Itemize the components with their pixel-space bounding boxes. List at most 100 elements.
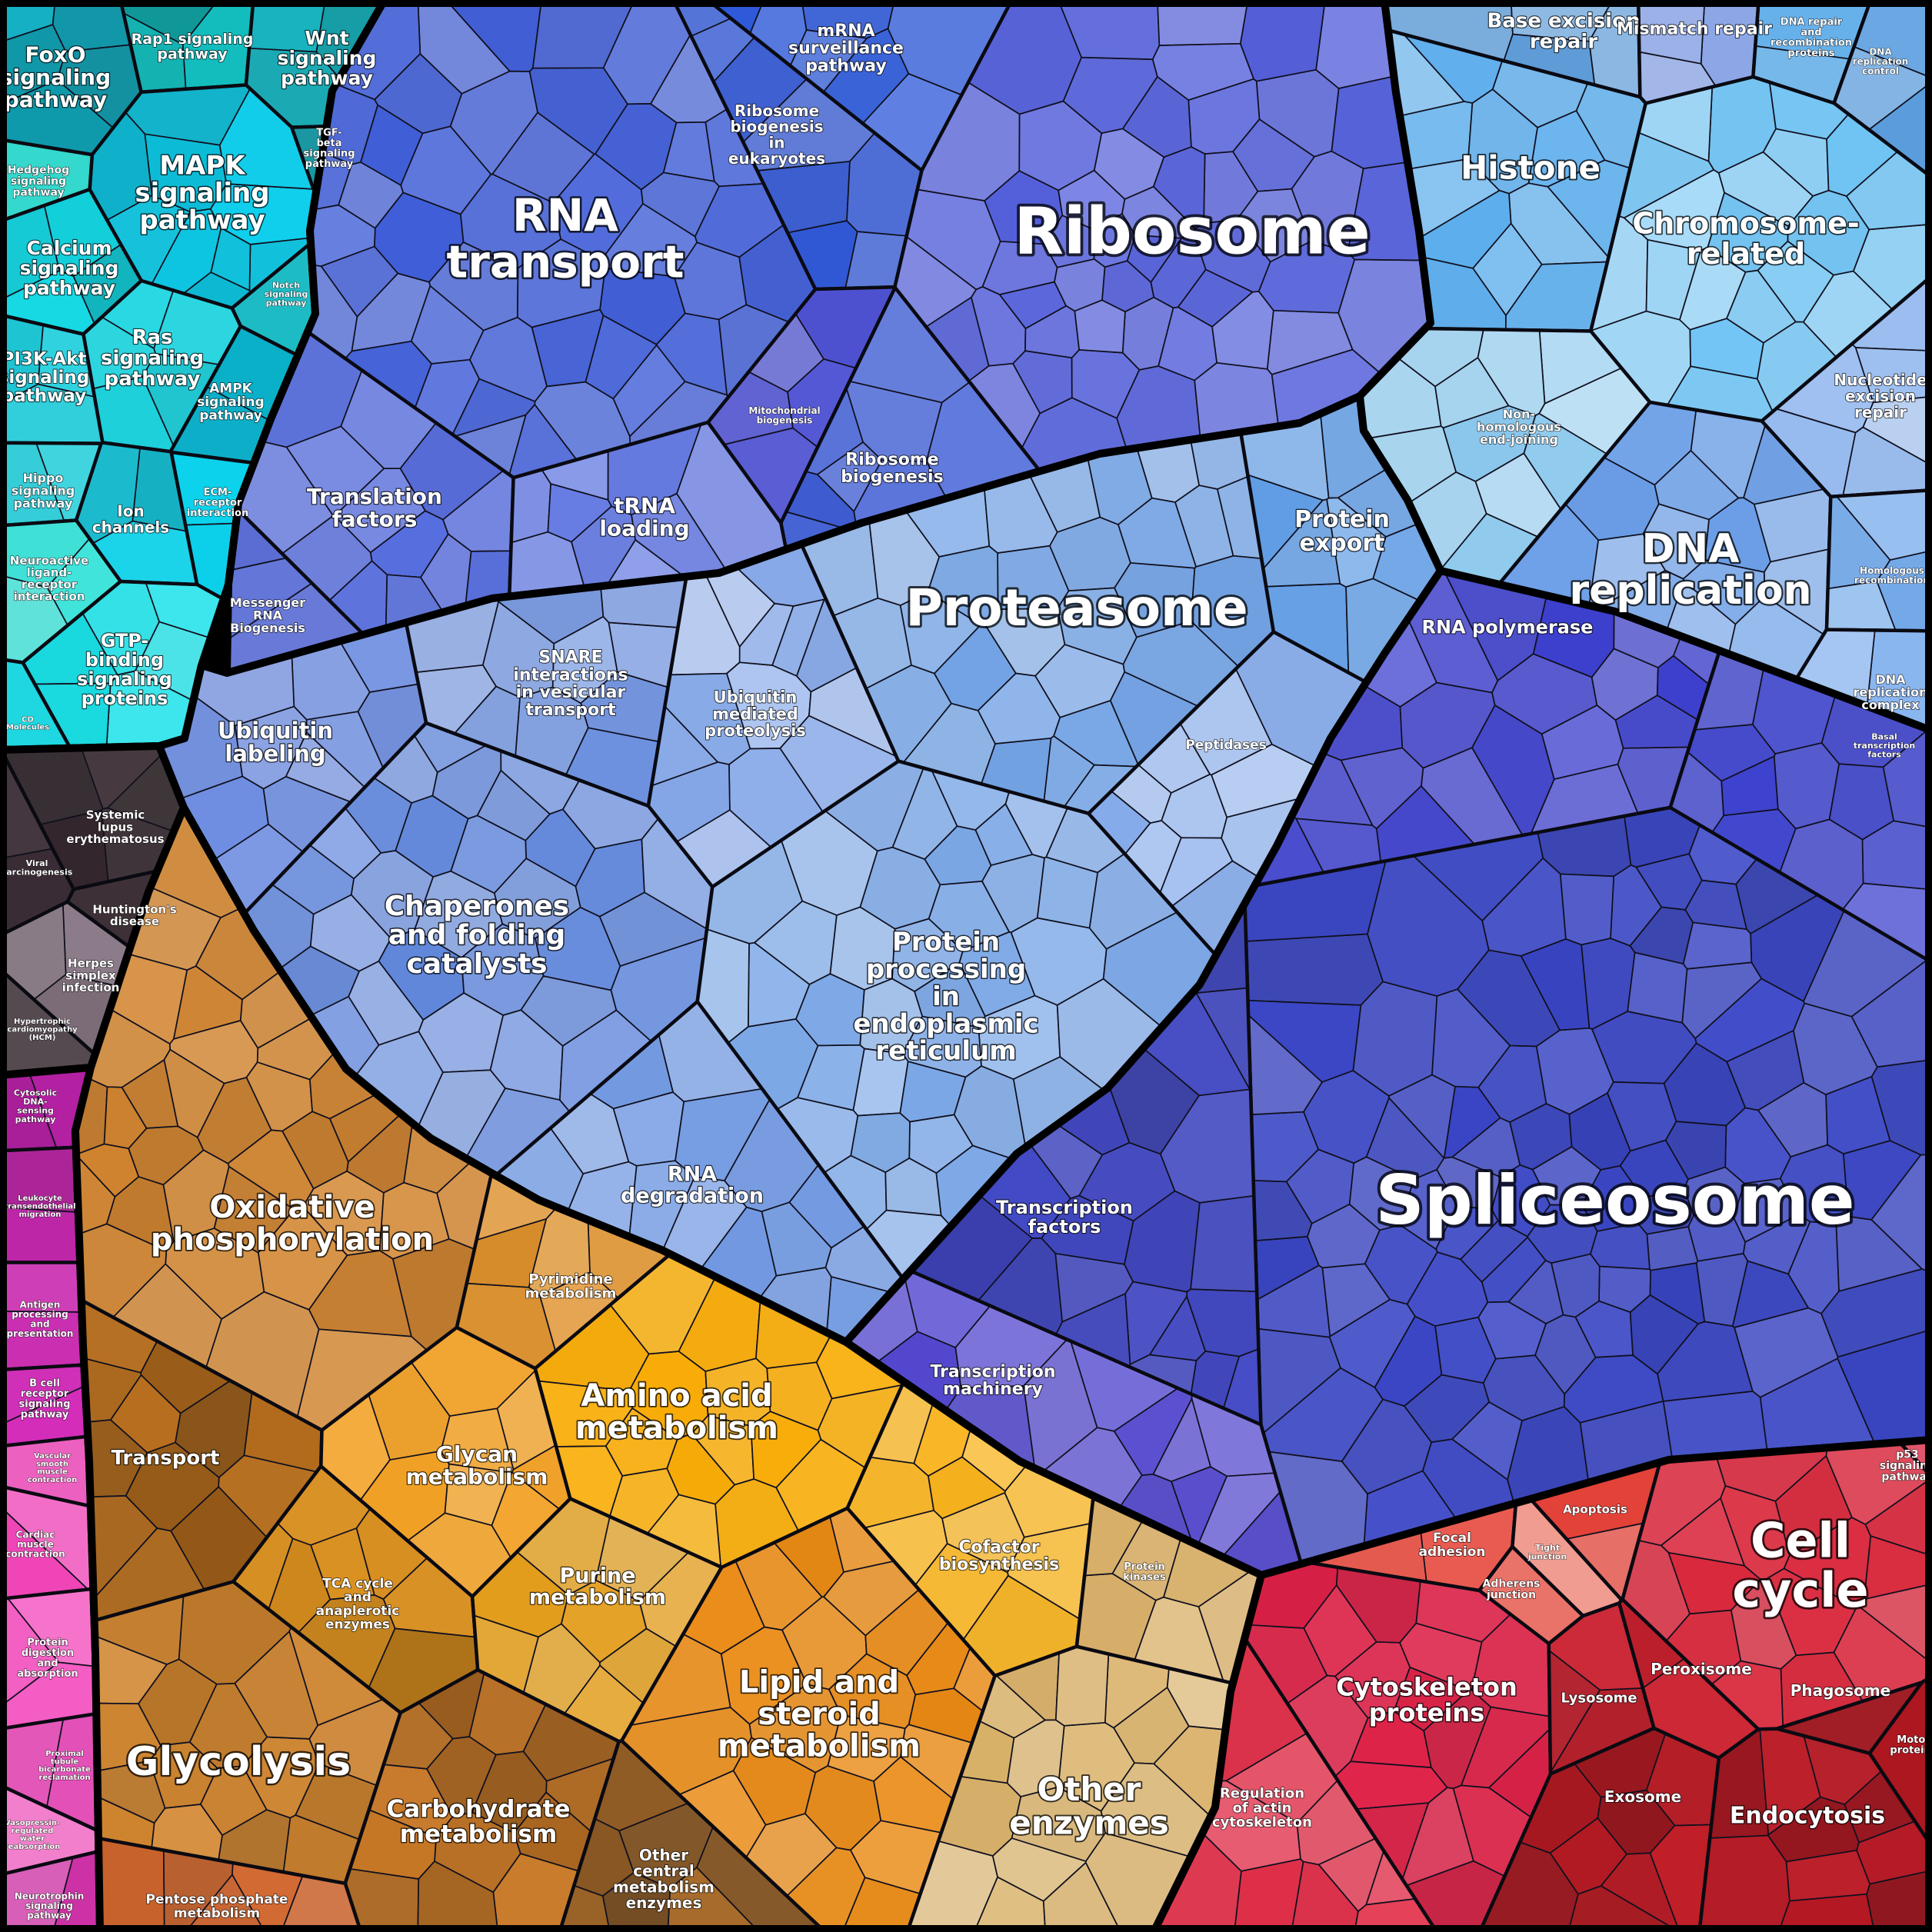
cell[interactable]: [1507, 1260, 1564, 1324]
cell[interactable]: [1698, 1834, 1790, 1932]
cell[interactable]: [1190, 1194, 1257, 1293]
cell[interactable]: [1404, 1374, 1490, 1443]
cell[interactable]: [449, 70, 538, 175]
cell[interactable]: [1563, 1354, 1664, 1424]
region-pentose-phosphate-metabolism[interactable]: [96, 1836, 363, 1932]
cell[interactable]: [1044, 215, 1095, 268]
region-systemic-lupus-erythematosus[interactable]: [0, 744, 186, 891]
cell[interactable]: [513, 1791, 592, 1872]
region-ribosome-biogenesis[interactable]: [779, 285, 1042, 551]
region-ribosome[interactable]: [893, 0, 1433, 473]
cell[interactable]: [0, 1857, 74, 1932]
region-rna-degradation[interactable]: [494, 1000, 905, 1344]
cell[interactable]: [1509, 1103, 1573, 1171]
cell[interactable]: [1635, 853, 1703, 911]
cell[interactable]: [1559, 873, 1615, 946]
cell[interactable]: [138, 1658, 218, 1747]
region-protein-processing-in-endoplasmic-reticulum[interactable]: [695, 759, 1218, 1281]
cell[interactable]: [517, 238, 606, 328]
cell[interactable]: [268, 1537, 331, 1634]
region-cell-cycle[interactable]: [1621, 1440, 1932, 1731]
cell[interactable]: [227, 1129, 315, 1211]
cell[interactable]: [797, 1044, 865, 1111]
cell[interactable]: [431, 744, 502, 820]
cell[interactable]: [1779, 1144, 1850, 1224]
cell[interactable]: [816, 441, 883, 512]
region-b-cell-receptor-signaling-pathway[interactable]: [0, 1363, 90, 1448]
region-ion-channels[interactable]: [74, 441, 199, 587]
cell[interactable]: [121, 1059, 179, 1129]
cell[interactable]: [471, 1750, 548, 1834]
cell[interactable]: [1328, 1298, 1416, 1388]
cell[interactable]: [1491, 653, 1598, 735]
region-ribosome-biogenesis-in-eukaryotes[interactable]: [671, 0, 924, 291]
region-antigen-processing-and-presentation[interactable]: [0, 1261, 86, 1372]
cell[interactable]: [1842, 426, 1932, 497]
cell[interactable]: [1054, 1252, 1134, 1323]
cell[interactable]: [476, 769, 551, 841]
region-ras-signaling-pathway[interactable]: [82, 278, 243, 454]
cell[interactable]: [1520, 938, 1591, 1031]
cell[interactable]: [1627, 951, 1688, 1024]
cell[interactable]: [0, 24, 67, 106]
cell[interactable]: [351, 272, 431, 352]
cell[interactable]: [1629, 1294, 1699, 1375]
cell[interactable]: [469, 316, 548, 402]
cell[interactable]: [1662, 1391, 1768, 1461]
region-gtp-binding-signaling-proteins[interactable]: [21, 579, 225, 751]
cell[interactable]: [1523, 412, 1608, 511]
region-herpes-simplex-infection[interactable]: [0, 900, 132, 1057]
region-homologous-recombination[interactable]: [1824, 488, 1932, 633]
region-other-central-metabolism-enzymes[interactable]: [558, 1739, 828, 1932]
cell[interactable]: [1058, 0, 1161, 60]
cell[interactable]: [601, 1871, 671, 1932]
cell[interactable]: [750, 1411, 822, 1489]
region-endocytosis[interactable]: [1697, 1727, 1932, 1932]
region-rna-polymerase[interactable]: [1253, 568, 1722, 888]
cell[interactable]: [1239, 0, 1326, 82]
region-oxidative-phosphorylation[interactable]: [73, 805, 494, 1432]
cell[interactable]: [52, 0, 132, 52]
cell[interactable]: [1157, 0, 1249, 46]
cell[interactable]: [1590, 1222, 1651, 1271]
region-glycolysis[interactable]: [92, 1580, 402, 1886]
cell[interactable]: [1707, 192, 1789, 273]
cell[interactable]: [1567, 1885, 1681, 1932]
cell[interactable]: [1057, 587, 1138, 665]
region-lipid-and-steroid-metabolism[interactable]: [620, 1506, 997, 1932]
region-transcription-machinery[interactable]: [844, 1269, 1304, 1577]
region-amino-acid-metabolism[interactable]: [533, 1252, 906, 1570]
cell[interactable]: [531, 0, 635, 69]
cell[interactable]: [1245, 933, 1384, 1006]
cell[interactable]: [1720, 755, 1779, 817]
cell[interactable]: [444, 1463, 512, 1527]
region-purine-metabolism[interactable]: [470, 1497, 724, 1744]
cell[interactable]: [350, 850, 435, 940]
cell[interactable]: [749, 0, 808, 67]
cell[interactable]: [1285, 1148, 1355, 1224]
cell[interactable]: [1078, 1141, 1176, 1222]
cell[interactable]: [1350, 1710, 1432, 1768]
cell[interactable]: [906, 1840, 998, 1932]
region-proximal-tubule-bicarbonate-reclamation[interactable]: [0, 1711, 101, 1833]
cell[interactable]: [1150, 232, 1207, 309]
cell[interactable]: [1443, 1085, 1501, 1159]
cell[interactable]: [1460, 1220, 1529, 1283]
cell[interactable]: [210, 227, 251, 291]
region-transport[interactable]: [79, 1298, 324, 1623]
cell[interactable]: [887, 0, 1013, 96]
region-chromosome-related[interactable]: [1589, 75, 1932, 423]
cell[interactable]: [1024, 305, 1080, 359]
cell[interactable]: [1092, 213, 1137, 268]
cell[interactable]: [899, 1061, 967, 1123]
cell[interactable]: [1777, 1893, 1875, 1932]
cell[interactable]: [1054, 1645, 1110, 1727]
region-chaperones-and-folding-catalysts[interactable]: [242, 721, 715, 1178]
cell[interactable]: [528, 67, 628, 155]
cell[interactable]: [1664, 1121, 1727, 1181]
cell[interactable]: [732, 1737, 817, 1826]
cell[interactable]: [1870, 1154, 1932, 1274]
cell[interactable]: [1700, 0, 1760, 87]
region-regulation-of-actin-cytoskeleton[interactable]: [1151, 1636, 1439, 1932]
region-spliceosome[interactable]: [1243, 805, 1932, 1566]
